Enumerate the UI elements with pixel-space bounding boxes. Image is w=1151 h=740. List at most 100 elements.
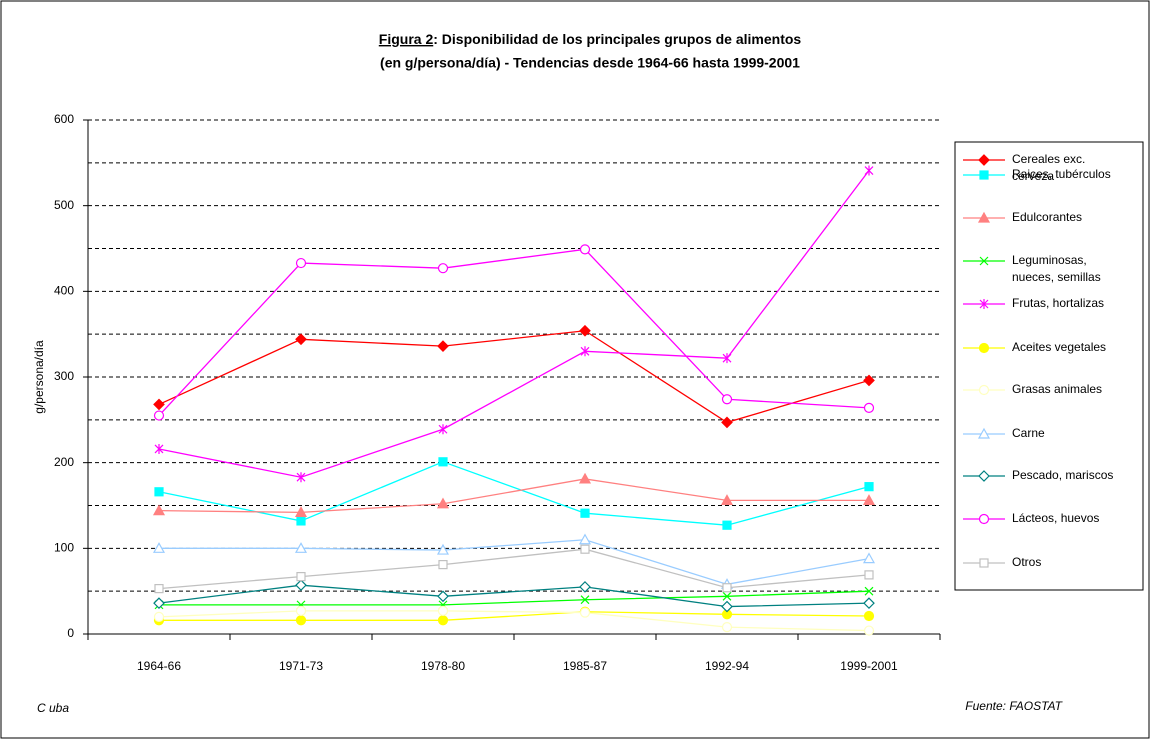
data-point [437,340,449,353]
data-point [578,533,592,545]
data-point [153,597,165,610]
data-point [437,605,449,616]
data-point [579,324,591,337]
data-point [437,615,449,626]
data-point [578,472,592,484]
series-line [158,584,870,608]
data-point [721,622,733,633]
data-point [864,570,874,580]
data-point [864,482,874,492]
legend-marker [978,470,990,482]
data-point [296,572,306,582]
legend-label: Otros [1012,555,1041,569]
legend-marker [978,513,990,525]
series-line [159,611,870,621]
data-point [863,402,875,413]
data-point [437,263,449,274]
data-point [579,244,591,255]
x-tick-label: 1964-66 [137,659,181,673]
data-point [580,508,590,518]
source-label: Fuente: FAOSTAT [965,699,1063,713]
data-point [862,552,876,564]
data-point [438,457,448,467]
legend-label: Pescado, mariscos [1012,468,1113,482]
series-line [158,478,869,514]
data-point [152,504,166,516]
data-point [154,487,164,497]
legend-marker [977,211,991,223]
data-point [154,583,164,594]
y-tick-label: 0 [67,626,74,640]
chart-title: Figura 2: Disponibilidad de los principa… [379,31,802,47]
data-point [863,625,875,636]
data-point [295,605,307,616]
data-point [722,520,732,530]
data-point [720,494,734,505]
data-point [722,353,732,364]
data-point [294,542,308,553]
series-line [159,590,870,606]
data-point [438,560,448,570]
data-point [295,333,307,346]
data-point [295,615,307,626]
legend-label: Lácteos, huevos [1012,511,1099,525]
legend-marker [979,558,989,568]
x-tick-label: 1971-73 [279,659,323,673]
data-point [580,595,590,605]
data-point [296,516,306,526]
series-line [158,330,870,424]
data-point [438,424,448,435]
data-point [436,543,450,555]
data-point [579,581,591,593]
legend-label-line: Leguminosas, [1012,253,1087,267]
data-point [579,607,591,618]
y-tick-label: 200 [54,455,74,469]
data-point [722,591,732,601]
legend-label-line: nueces, semillas [1012,270,1101,284]
data-point [722,583,732,593]
data-point [152,542,166,553]
legend-label-line: cerveza [1012,169,1054,183]
y-tick-label: 600 [54,112,74,126]
data-point [863,374,875,387]
legend-marker [978,154,990,166]
data-point [863,610,875,622]
legend-label: Leguminosas, nueces, semillas [1012,253,1101,284]
data-point [580,346,590,357]
legend-marker [979,299,989,309]
legend-marker [979,170,989,180]
legend-label: Edulcorantes [1012,210,1082,224]
series-line [159,539,870,585]
y-axis-label: g/persona/día [32,340,46,414]
legend-label: Frutas, hortalizas [1012,296,1104,310]
legend-marker [978,342,990,354]
data-point [295,257,307,269]
y-tick-label: 100 [54,541,74,555]
legend-marker [979,256,989,266]
series-line [158,248,870,416]
data-point [436,497,450,509]
data-point [864,586,874,596]
x-tick-label: 1999-2001 [840,659,898,673]
y-tick-label: 300 [54,369,74,383]
data-point [153,398,165,411]
data-point [580,544,590,554]
data-point [294,506,308,517]
x-tick-label: 1985-87 [563,659,607,673]
legend-label: Carne [1012,426,1045,440]
data-point [863,597,875,610]
legend-label-line: Cereales exc. [1012,152,1085,166]
legend-marker [978,384,990,396]
series-line [158,170,870,478]
legend-label: Aceites vegetales [1012,340,1106,354]
data-point [295,579,307,592]
y-tick-label: 400 [54,284,74,298]
data-point [153,611,165,622]
data-point [154,443,164,454]
data-point [864,165,874,176]
legend-marker [977,427,991,439]
title-figure: Figura 2 [379,31,434,47]
data-point [721,394,733,405]
x-tick-label: 1978-80 [421,659,465,673]
